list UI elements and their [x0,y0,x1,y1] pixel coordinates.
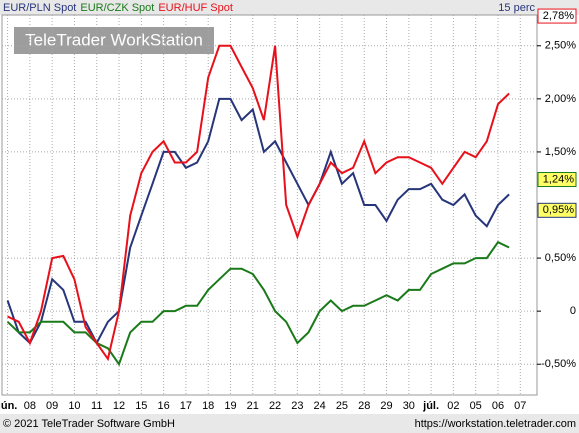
x-tick-label: 15 [135,400,147,412]
value-marker [537,202,577,218]
y-tick-label: -0,50% [541,358,576,370]
x-tick-label: jún. [0,400,17,412]
x-tick-label: 30 [403,400,415,412]
value-marker [537,172,577,188]
x-tick-label: 24 [314,400,326,412]
watermark-box [14,27,214,54]
y-tick-label: 2,50% [545,40,576,52]
x-tick-label: 12 [113,400,125,412]
y-tick-label: 0 [570,305,576,317]
x-tick-label: 05 [470,400,482,412]
x-tick-label: 09 [46,400,58,412]
x-tick-label: 28 [358,400,370,412]
header-bar [0,0,579,15]
x-tick-label: 22 [269,400,281,412]
plot-area [1,14,538,396]
x-tick-label: júl. [422,400,439,412]
y-tick-label: 0,50% [545,252,576,264]
value-marker-label: 2,78% [543,10,574,22]
x-tick-label: 11 [91,400,102,412]
value-marker [537,8,577,24]
x-tick-label: 19 [224,400,236,412]
x-tick-label: 18 [202,400,214,412]
y-tick-label: 2,00% [545,93,576,105]
x-tick-label: 16 [157,400,169,412]
x-tick-label: 02 [447,400,459,412]
x-tick-label: 08 [24,400,36,412]
x-tick-label: 07 [514,400,526,412]
series-line [7,44,510,362]
value-marker-label: 1,24% [543,173,574,185]
x-tick-label: 06 [492,400,504,412]
series-line [6,240,510,367]
watermark: TeleTrader WorkStation [25,30,203,49]
footer-bar [0,414,579,433]
legend-entry: EUR/HUF Spot [158,2,233,14]
x-tick-label: 21 [247,400,259,412]
x-tick-label: 25 [336,400,348,412]
footer-right: https://workstation.teletrader.com [415,418,576,430]
value-marker-label: 0,95% [543,204,574,216]
interval: 15 perc [498,2,535,14]
footer-left: © 2021 TeleTrader Software GmbH [3,418,175,430]
legend-entry: EUR/PLN Spot [3,2,76,14]
y-tick-label: 1,50% [545,146,576,158]
series-line [6,97,510,346]
legend-entry: EUR/CZK Spot [80,2,154,14]
x-tick-label: 10 [68,400,80,412]
x-tick-label: 29 [380,400,392,412]
x-tick-label: 23 [291,400,303,412]
x-tick-label: 17 [180,400,192,412]
